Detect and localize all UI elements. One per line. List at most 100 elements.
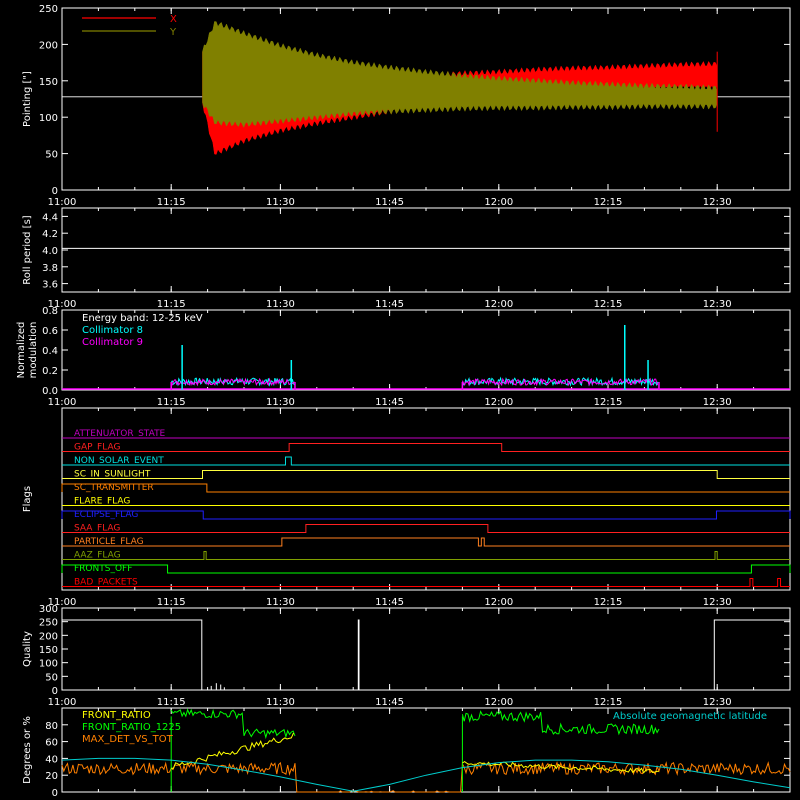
- time-tick-label: 11:30: [266, 697, 295, 708]
- time-tick-label: 11:00: [48, 197, 77, 208]
- panel-pointing: 11:00 11:15 11:30 11:45 12:00 12:15 12:30 0 50 10…: [22, 4, 791, 208]
- flag-label: BAD_PACKETS: [74, 578, 138, 588]
- time-tick-label: 11:45: [375, 197, 404, 208]
- time-tick-label: 11:30: [266, 597, 295, 608]
- time-tick-label: 12:00: [484, 597, 513, 608]
- y-tick-label: 0.6: [42, 326, 58, 337]
- time-tick-label: 12:15: [594, 397, 623, 408]
- flag-line-saa-flag: [62, 524, 790, 533]
- time-tick-label: 12:15: [594, 299, 623, 310]
- flag-line-particle-flag: [62, 537, 790, 547]
- time-tick-label: 12:00: [484, 197, 513, 208]
- flag-label: FRONTS_OFF: [74, 564, 132, 574]
- y-tick-label: 200: [39, 631, 58, 642]
- energy-band-label: Energy band: 12-25 keV: [82, 313, 203, 324]
- flag-label: SC_TRANSMITTER: [74, 483, 154, 493]
- y-tick-label: 0: [52, 788, 58, 799]
- y-tick-label: 200: [39, 40, 58, 51]
- y-tick-label: 0.0: [42, 386, 58, 397]
- time-tick-label: 11:15: [157, 197, 186, 208]
- y-tick-label: 0.4: [42, 346, 58, 357]
- time-tick-label: 11:00: [48, 397, 77, 408]
- flag-line-aaz-flag: [62, 551, 790, 560]
- y-axis-label: Roll period [s]: [22, 215, 33, 284]
- time-tick-label: 11:30: [266, 197, 295, 208]
- time-tick-label: 12:00: [484, 697, 513, 708]
- time-tick-label: 12:30: [703, 397, 732, 408]
- legend-front-ratio: FRONT_RATIO: [82, 710, 151, 721]
- time-tick-label: 11:00: [48, 697, 77, 708]
- max-det-vs-tot-trace: [61, 761, 791, 793]
- time-tick-label: 12:00: [484, 397, 513, 408]
- y-tick-label: 40: [45, 754, 58, 765]
- flag-label: NON_SOLAR_EVENT: [74, 456, 164, 466]
- flag-label: ECLIPSE_FLAG: [74, 510, 138, 520]
- y-axis-label: modulation: [28, 322, 39, 379]
- panel-front: 0 20 40 60 80 Degrees or % FRONT_RATIOFRONT_RA…: [22, 707, 791, 799]
- y-tick-label: 80: [45, 721, 58, 732]
- time-tick-label: 12:00: [484, 299, 513, 310]
- y-axis-label: Normalized: [16, 322, 27, 379]
- time-tick-label: 12:30: [703, 597, 732, 608]
- flag-label: PARTICLE_FLAG: [74, 537, 144, 547]
- time-tick-label: 11:00: [48, 299, 77, 310]
- panel-modulation: 11:00 11:15 11:30 11:45 12:00 12:15 12:30 0.0 0.…: [16, 306, 791, 408]
- time-tick-label: 12:30: [703, 697, 732, 708]
- y-axis-label: Quality: [22, 631, 33, 667]
- y-axis-label: Pointing ["]: [22, 71, 33, 127]
- y-tick-label: 100: [39, 659, 58, 670]
- front-ratio-1225-trace: [170, 708, 296, 740]
- panel-roll: 11:00 11:15 11:30 11:45 12:00 12:15 12:30 3.6 3.…: [22, 207, 791, 310]
- y-tick-label: 20: [45, 771, 58, 782]
- flag-label: AAZ_FLAG: [74, 551, 121, 561]
- time-tick-label: 12:15: [594, 697, 623, 708]
- y-tick-label: 100: [39, 113, 58, 124]
- y-tick-label: 0.8: [42, 306, 58, 317]
- flag-label: SC_IN_SUNLIGHT: [74, 470, 151, 480]
- flag-label: GAP_FLAG: [74, 443, 120, 453]
- legend-label-x: X: [170, 14, 177, 25]
- y-tick-label: 60: [45, 738, 58, 749]
- y-tick-label: 0.2: [42, 366, 58, 377]
- geomagnetic-latitude-label: Absolute geomagnetic latitude: [613, 711, 767, 722]
- time-tick-label: 11:45: [375, 597, 404, 608]
- time-tick-label: 11:15: [157, 697, 186, 708]
- time-tick-label: 11:45: [375, 299, 404, 310]
- y-tick-label: 0: [52, 686, 58, 697]
- y-tick-label: 4.4: [42, 212, 58, 223]
- y-tick-label: 0: [52, 186, 58, 197]
- time-tick-label: 11:00: [48, 597, 77, 608]
- geomagnetic-latitude-trace: [61, 757, 791, 792]
- panel-flags: 11:00 11:15 11:30 11:45 12:00 12:15 12:30 Flags…: [22, 407, 791, 608]
- flag-line-sc-transmitter: [61, 483, 790, 493]
- time-tick-label: 11:45: [375, 397, 404, 408]
- y-tick-label: 150: [39, 645, 58, 656]
- front-ratio-1225-trace: [461, 710, 660, 736]
- y-tick-label: 150: [39, 77, 58, 88]
- time-tick-label: 11:30: [266, 397, 295, 408]
- flag-line-non-solar-event: [62, 456, 790, 466]
- y-tick-label: 3.6: [42, 280, 58, 291]
- front-ratio-1225-edge: [170, 716, 463, 792]
- y-tick-label: 250: [39, 4, 58, 15]
- flag-line-eclipse-flag: [61, 510, 791, 520]
- flag-line-fronts-off: [61, 564, 791, 574]
- flag-line-gap-flag: [62, 443, 790, 452]
- time-tick-label: 12:30: [703, 197, 732, 208]
- time-tick-label: 11:15: [157, 397, 186, 408]
- y-axis-label: Flags: [22, 486, 33, 512]
- window-edge: [461, 382, 660, 390]
- y-tick-label: 4.2: [42, 229, 58, 240]
- time-tick-label: 12:15: [594, 197, 623, 208]
- flag-line-sc-in-sunlight: [62, 470, 790, 479]
- y-tick-label: 300: [39, 604, 58, 615]
- window-edge: [170, 382, 296, 390]
- legend-collimator-8: Collimator 8: [82, 325, 143, 336]
- flag-label: SAA_FLAG: [74, 524, 120, 534]
- front-ratio-trace: [462, 760, 660, 774]
- panel-quality: 11:00 11:15 11:30 11:45 12:00 12:15 12:30 0 50 10…: [22, 604, 791, 708]
- y-tick-label: 50: [45, 672, 58, 683]
- legend-max-det-vs-tot: MAX_DET_VS_TOT: [82, 734, 174, 745]
